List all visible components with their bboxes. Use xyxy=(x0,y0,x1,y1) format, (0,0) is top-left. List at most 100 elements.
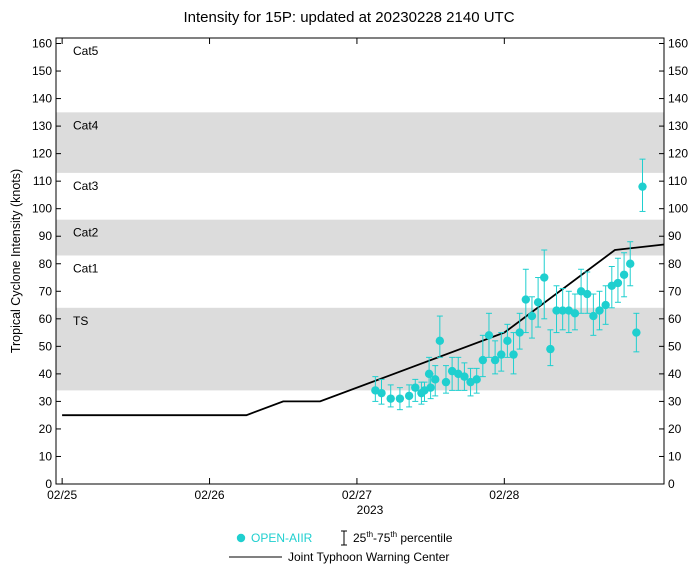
open-aiir-point xyxy=(386,384,395,408)
open-aiir-point xyxy=(632,312,641,353)
y-tick-label-left: 20 xyxy=(39,422,53,436)
open-aiir-point xyxy=(424,356,434,391)
y-axis-label: Tropical Cyclone Intensity (knots) xyxy=(9,169,23,353)
data-point xyxy=(583,289,592,299)
band-label-cat3: Cat3 xyxy=(73,179,99,193)
data-point xyxy=(601,300,610,310)
open-aiir-point xyxy=(601,285,610,325)
open-aiir-point xyxy=(503,323,512,358)
data-point xyxy=(626,259,635,268)
x-tick-label: 02/25 xyxy=(47,488,77,502)
chart-title: Intensity for 15P: updated at 20230228 2… xyxy=(183,9,514,26)
y-tick-label-right: 50 xyxy=(668,339,682,353)
category-labels: TS Cat1 Cat2 Cat3 Cat4 Cat5 xyxy=(73,44,99,328)
y-tick-label-left: 130 xyxy=(32,119,52,133)
y-tick-label-left: 30 xyxy=(39,394,53,408)
y-tick-label-right: 60 xyxy=(668,312,682,326)
data-point xyxy=(521,295,531,304)
band-label-cat2: Cat2 xyxy=(73,226,99,240)
data-point xyxy=(570,309,580,318)
y-tick-label-right: 10 xyxy=(668,449,682,463)
data-point xyxy=(595,306,604,315)
data-point xyxy=(619,270,629,279)
band-label-ts: TS xyxy=(73,314,88,328)
open-aiir-point xyxy=(533,277,543,328)
data-point xyxy=(478,355,488,365)
open-aiir-point xyxy=(509,332,518,375)
band-label-cat4: Cat4 xyxy=(73,118,99,132)
data-point xyxy=(426,383,435,392)
y-tick-label-right: 110 xyxy=(668,174,687,188)
open-aiir-point xyxy=(583,271,592,314)
y-tick-label-left: 80 xyxy=(39,257,53,271)
open-aiir-point xyxy=(490,340,500,375)
data-point xyxy=(533,298,543,307)
y-tick-label-left: 100 xyxy=(32,202,52,216)
open-aiir-point xyxy=(619,252,629,298)
open-aiir-point xyxy=(552,285,561,334)
data-point xyxy=(546,344,555,354)
open-aiir-point xyxy=(441,365,451,394)
y-tick-label-left: 120 xyxy=(32,147,52,161)
open-aiir-point xyxy=(417,381,426,405)
open-aiir-point xyxy=(570,293,580,331)
data-point xyxy=(395,394,405,403)
x-year-label: 2023 xyxy=(357,503,384,517)
open-aiir-point xyxy=(395,387,405,411)
y-tick-label-right: 140 xyxy=(668,92,688,106)
open-aiir-point xyxy=(515,312,524,350)
y-tick-label-right: 90 xyxy=(668,229,682,243)
data-point xyxy=(460,372,469,381)
open-aiir-point xyxy=(497,332,506,372)
open-aiir-point xyxy=(431,365,440,397)
y-tick-label-right: 130 xyxy=(668,119,688,133)
y-tick-label-left: 90 xyxy=(39,229,53,243)
y-tick-label-left: 150 xyxy=(32,64,52,78)
data-point xyxy=(613,278,623,288)
y-tick-label-left: 60 xyxy=(39,312,53,326)
data-point xyxy=(558,306,567,315)
y-tick-label-right: 70 xyxy=(668,284,682,298)
data-point xyxy=(484,331,494,340)
band-cat4 xyxy=(56,112,664,173)
data-point xyxy=(497,350,506,359)
data-point xyxy=(638,182,647,191)
data-point xyxy=(490,355,500,365)
open-aiir-point xyxy=(377,378,386,405)
y-tick-label-right: 0 xyxy=(668,477,675,491)
x-axis: 02/25 02/26 02/27 02/28 xyxy=(47,38,520,502)
open-aiir-point xyxy=(404,384,414,408)
data-point xyxy=(386,394,395,403)
data-point xyxy=(515,328,524,337)
data-point xyxy=(540,273,549,282)
y-tick-label-right: 120 xyxy=(668,147,688,161)
x-tick-label: 02/26 xyxy=(195,488,225,502)
y-tick-label-right: 150 xyxy=(668,64,688,78)
legend-line-label: Joint Typhoon Warning Center xyxy=(288,550,449,564)
y-tick-label-left: 160 xyxy=(32,37,52,51)
band-label-cat1: Cat1 xyxy=(73,261,99,275)
data-point xyxy=(377,388,386,398)
y-tick-label-left: 10 xyxy=(39,449,53,463)
open-aiir-point xyxy=(595,290,604,331)
data-point xyxy=(441,377,451,387)
open-aiir-point xyxy=(546,329,555,367)
data-point xyxy=(404,391,414,401)
y-tick-label-left: 50 xyxy=(39,339,53,353)
y-tick-label-left: 70 xyxy=(39,284,53,298)
y-tick-label-right: 80 xyxy=(668,257,682,271)
open-aiir-point xyxy=(626,241,635,287)
open-aiir-point xyxy=(460,362,469,391)
legend-errorbar-icon xyxy=(341,530,347,546)
data-point xyxy=(411,383,420,392)
data-point xyxy=(527,311,537,321)
x-tick-label: 02/27 xyxy=(342,488,372,502)
open-aiir-point xyxy=(589,293,598,336)
open-aiir-point xyxy=(613,257,623,303)
y-tick-label-left: 0 xyxy=(45,477,52,491)
open-aiir-point xyxy=(472,367,481,394)
data-point xyxy=(589,311,598,321)
open-aiir-point xyxy=(607,266,616,309)
y-tick-label-right: 100 xyxy=(668,202,688,216)
